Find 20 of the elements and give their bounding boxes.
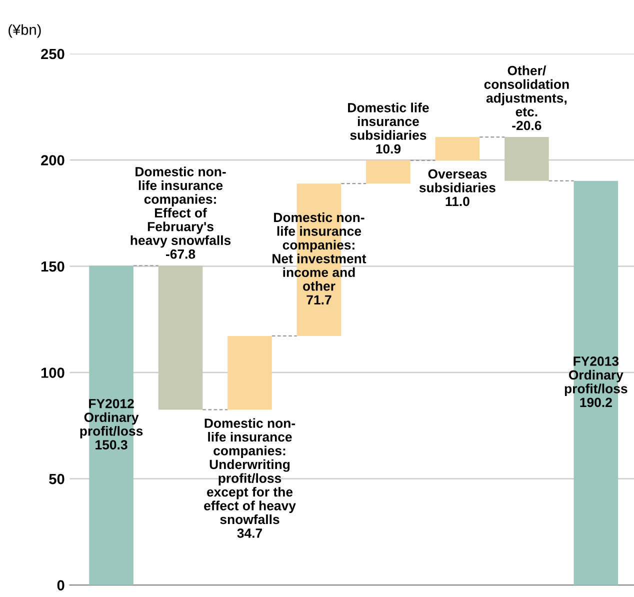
bar [366, 160, 410, 184]
y-tick-label: 250 [41, 48, 64, 60]
y-axis-title: (¥bn) [8, 24, 41, 38]
y-tick-label: 0 [57, 580, 64, 590]
data-label: Overseas subsidiaries 11.0 [419, 169, 496, 206]
y-tick-label: 200 [41, 155, 64, 166]
text: Domestic non- life insurance companies: Underwriting profit/loss except for the effect of heavy snowfalls 34.7 [204, 418, 296, 538]
bar [228, 336, 272, 410]
y-tick-label: 50 [49, 474, 64, 484]
data-label: Other/ consolidation adjustments, etc. -20.6 [484, 66, 569, 130]
bar [435, 137, 480, 160]
bar [158, 266, 203, 410]
data-label: FY2012 Ordinary profit/loss 150.3 [80, 398, 143, 450]
data-label: FY2013 Ordinary profit/loss 190.2 [564, 356, 628, 408]
bar [504, 137, 549, 181]
data-label: Domestic non- life insurance companies: Effect of February's heavy snowfalls -67.8 [130, 166, 231, 259]
data-label: Domestic life insurance subsidiaries 10.9 [348, 102, 429, 154]
y-tick-label: 100 [41, 368, 64, 378]
data-label: Domestic non- life insurance companies: Net investment income and other 71.7 [272, 212, 366, 304]
y-tick-label: 150 [41, 261, 64, 272]
